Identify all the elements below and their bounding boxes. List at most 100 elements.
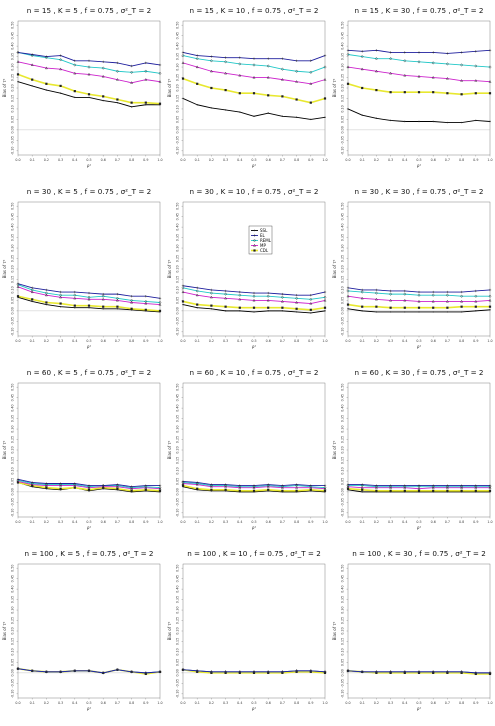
data-point-reml [238, 293, 242, 297]
y-tick-label: 0.40 [341, 42, 345, 49]
y-tick-label: 0.45 [176, 32, 180, 39]
data-point-mp [295, 80, 299, 83]
data-point-mp [195, 293, 199, 297]
data-point-cdl [389, 306, 392, 309]
y-tick-label: 0.50 [11, 22, 15, 29]
data-point-reml [59, 58, 63, 62]
plot-frame [347, 382, 491, 518]
x-tick-label: 0.0 [15, 158, 20, 162]
y-tick-label: 0.25 [341, 74, 345, 81]
y-tick-label: 0.20 [176, 627, 180, 634]
y-tick-label: -0.05 [176, 317, 180, 326]
data-point-reml [158, 670, 162, 674]
data-point-mp [295, 300, 299, 304]
data-point-el [224, 56, 227, 59]
y-tick-label: 0.25 [176, 617, 180, 624]
series-line-ssl [347, 108, 491, 124]
data-point-el [158, 63, 162, 67]
data-point-mp [488, 298, 492, 302]
data-point-mp [115, 298, 119, 302]
data-point-el [210, 55, 213, 58]
data-point-reml [30, 481, 34, 486]
x-tick-label: 0.4 [402, 339, 407, 343]
data-point-el [144, 295, 147, 298]
x-tick-label: 0.2 [374, 339, 379, 343]
x-tick-label: 0.5 [86, 520, 91, 524]
data-point-cdl [361, 305, 364, 308]
data-point-el [102, 484, 105, 487]
legend-label: EL [260, 233, 266, 238]
x-tick-label: 0.8 [294, 158, 299, 162]
y-axis-label: Bias of τ² [2, 259, 7, 278]
y-tick-label: 0.20 [11, 446, 15, 453]
data-point-el [45, 288, 48, 292]
y-tick-label: 0.45 [11, 213, 15, 220]
data-point-ssl [196, 104, 198, 106]
data-point-el [158, 297, 162, 300]
y-tick-label: 0.15 [11, 457, 15, 464]
data-point-el [460, 670, 463, 674]
data-point-reml [44, 291, 48, 295]
data-point-ssl [361, 491, 363, 493]
data-point-ssl [31, 85, 33, 87]
data-point-mp [44, 293, 48, 297]
y-tick-label: 0.50 [176, 565, 180, 572]
series-cdl [181, 300, 327, 311]
data-point-el [309, 59, 312, 62]
y-tick-label: 0.30 [176, 63, 180, 70]
panel-plot: n = 100 , K = 5 , f = 0.75 , σ²_T = 2 -0.… [2, 549, 163, 711]
data-point-cdl [474, 489, 477, 492]
data-point-mp [417, 74, 421, 78]
data-point-el [238, 290, 241, 294]
y-tick-label: 0.10 [176, 648, 180, 655]
y-tick-label: 0.30 [341, 63, 345, 70]
y-tick-label: 0.00 [11, 126, 15, 133]
data-point-el [238, 56, 241, 59]
data-point-el [446, 290, 449, 294]
data-point-mp [16, 60, 20, 63]
x-tick-label: 0.9 [308, 158, 313, 162]
y-tick-label: 0.15 [176, 276, 180, 283]
data-point-ssl [102, 308, 104, 310]
data-point-mp [209, 295, 213, 299]
y-tick-label: 0.20 [341, 446, 345, 453]
series-line-mp [182, 62, 326, 85]
data-point-ssl [59, 92, 62, 94]
data-point-reml [115, 69, 119, 73]
x-tick-label: 0.4 [402, 158, 407, 162]
data-point-reml [87, 65, 91, 69]
x-tick-label: 0.0 [15, 701, 20, 705]
x-tick-label: 0.4 [72, 158, 77, 162]
data-point-mp [403, 73, 407, 77]
data-point-ssl [460, 311, 463, 313]
x-tick-label: 0.1 [30, 520, 35, 524]
data-point-ssl [295, 116, 298, 119]
x-tick-label: 1.0 [157, 520, 162, 524]
panel-title: n = 30 , K = 10 , f = 0.75 , σ²_T = 2 [189, 187, 318, 196]
data-point-cdl [130, 101, 133, 104]
data-point-el [432, 670, 435, 674]
data-point-el [196, 286, 199, 290]
data-point-mp [252, 75, 256, 79]
data-point-reml [59, 293, 63, 297]
data-point-mp [417, 487, 421, 490]
data-point-cdl [130, 307, 133, 310]
chart-panel: n = 100 , K = 30 , f = 0.75 , σ²_T = 2 -0… [330, 543, 495, 724]
series-el [16, 51, 162, 68]
data-point-ssl [475, 119, 477, 122]
data-point-el [403, 670, 406, 674]
y-tick-label: -0.05 [11, 317, 15, 326]
y-tick-label: -0.10 [11, 690, 15, 699]
data-point-el [196, 669, 199, 672]
y-tick-label: 0.20 [341, 84, 345, 91]
y-tick-label: 0.35 [341, 596, 345, 603]
data-point-reml [16, 667, 20, 671]
y-tick-label: 0.15 [341, 276, 345, 283]
data-point-el [281, 57, 284, 60]
data-point-reml [101, 66, 105, 70]
x-tick-label: 0.4 [402, 520, 407, 524]
series-cdl [16, 73, 162, 105]
data-point-el [196, 54, 199, 57]
data-point-el [59, 670, 62, 674]
data-point-el [116, 668, 119, 671]
